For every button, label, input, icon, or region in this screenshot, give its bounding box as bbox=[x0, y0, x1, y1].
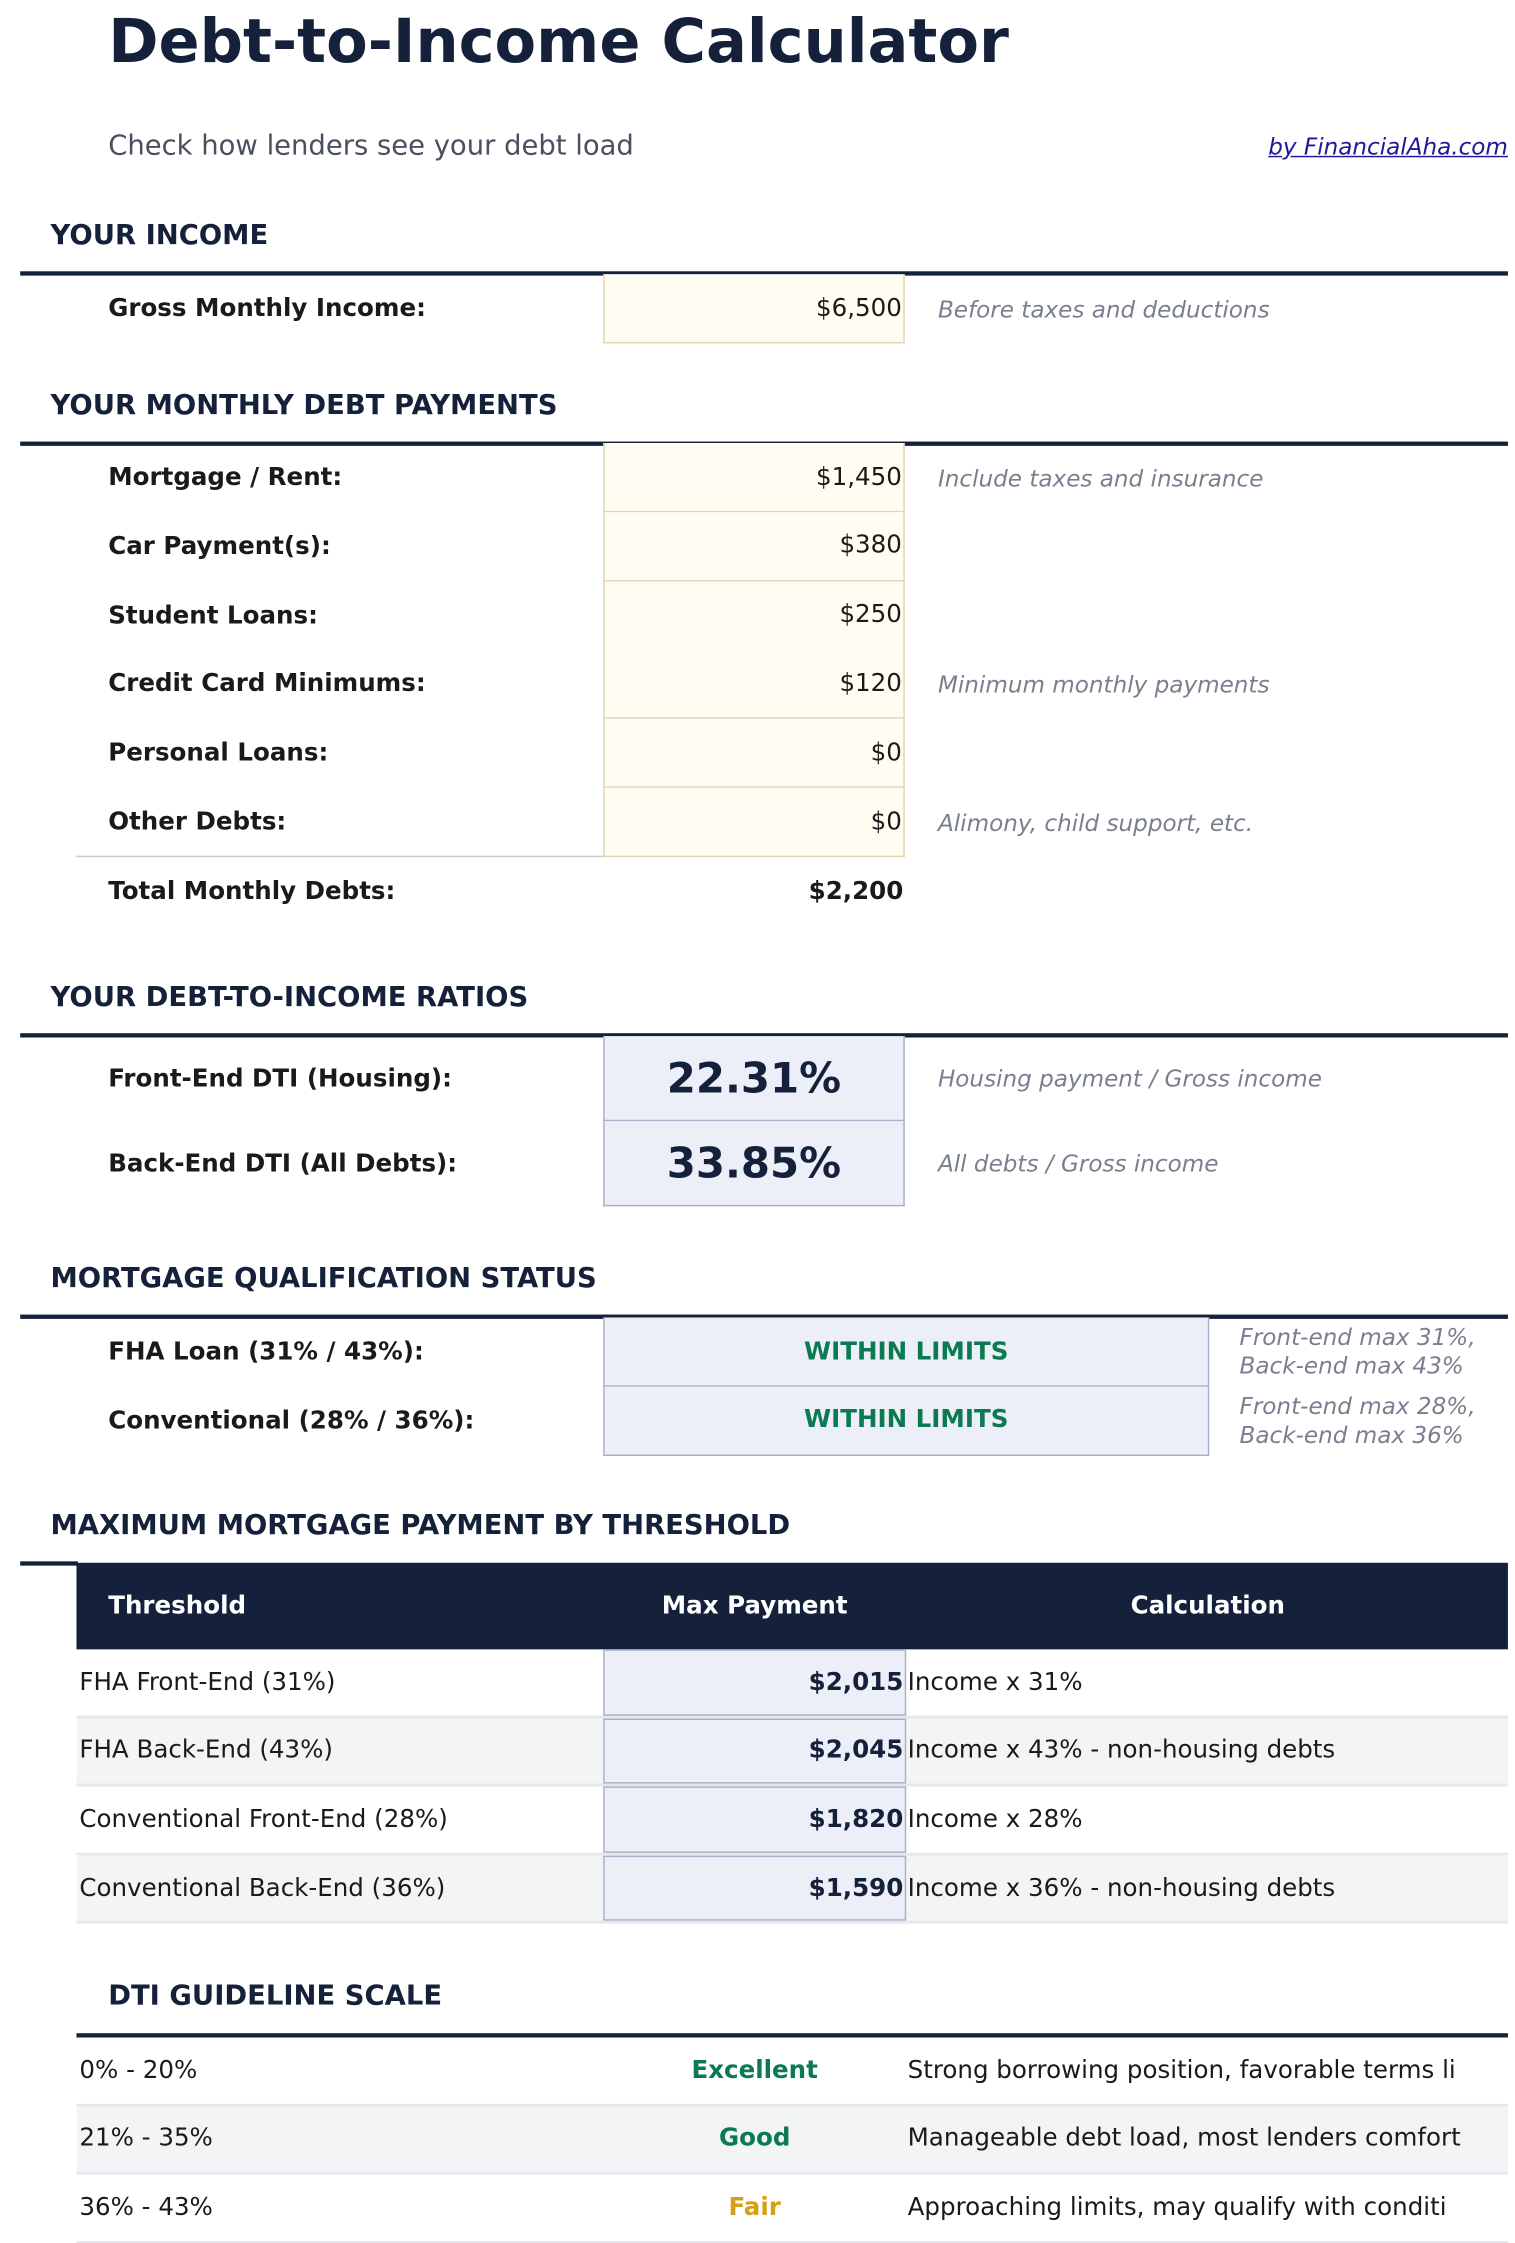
debt-note: Alimony, child support, etc. bbox=[937, 808, 1254, 837]
rating-cell: Excellent bbox=[691, 2055, 818, 2085]
qualification-row: Conventional (28% / 36%): WITHIN LIMITS Fr… bbox=[0, 1386, 1515, 1456]
rating-cell: Fair bbox=[728, 2192, 781, 2222]
gross-income-row: Gross Monthly Income: $6,500 Before taxe… bbox=[0, 274, 1515, 344]
debt-input[interactable]: $1,450 bbox=[603, 443, 905, 513]
calculation-cell: Income x 28% bbox=[907, 1805, 1083, 1834]
front-end-dti-label: Front-End DTI (Housing): bbox=[108, 1064, 452, 1094]
gross-income-input[interactable]: $6,500 bbox=[603, 274, 905, 344]
section-divider bbox=[20, 1561, 78, 1566]
table-row: FHA Front-End (31%) $2,015 Income x 31% bbox=[76, 1649, 1508, 1718]
gross-income-label: Gross Monthly Income: bbox=[108, 294, 426, 324]
description-cell: Approaching limits, may qualify with con… bbox=[907, 2192, 1447, 2222]
table-row: FHA Back-End (43%) $2,045 Income x 43% - n… bbox=[76, 1718, 1508, 1787]
calculation-cell: Income x 36% - non-housing debts bbox=[907, 1873, 1336, 1903]
section-divider bbox=[20, 1033, 1508, 1038]
back-end-dti-value: 33.85% bbox=[603, 1121, 905, 1207]
total-divider bbox=[76, 855, 604, 858]
max-payment-cell: $1,590 bbox=[603, 1855, 907, 1922]
max-payment-table-header: Threshold Max Payment Calculation bbox=[76, 1562, 1508, 1650]
threshold-cell: Conventional Front-End (28%) bbox=[79, 1805, 448, 1834]
calculation-cell: Income x 43% - non-housing debts bbox=[907, 1736, 1336, 1766]
threshold-cell: Conventional Back-End (36%) bbox=[79, 1873, 446, 1903]
qualification-note: Front-end max 28%, Back-end max 36% bbox=[1240, 1386, 1476, 1455]
qualification-note: Front-end max 31%, Back-end max 43% bbox=[1240, 1317, 1476, 1386]
column-header-max-payment: Max Payment bbox=[661, 1591, 848, 1621]
description-cell: Manageable debt load, most lenders comfo… bbox=[907, 2124, 1461, 2154]
total-debts-row: Total Monthly Debts: $2,200 bbox=[0, 857, 1515, 926]
qualification-note-line1: Front-end max 28%, bbox=[1239, 1391, 1476, 1420]
section-divider bbox=[76, 2033, 1508, 2038]
debt-label: Credit Card Minimums: bbox=[108, 670, 426, 699]
debt-label: Student Loans: bbox=[108, 601, 318, 631]
gross-income-note: Before taxes and deductions bbox=[937, 295, 1270, 323]
qualification-row: FHA Loan (31% / 43%): WITHIN LIMITS Front-… bbox=[0, 1317, 1515, 1387]
debt-row: Personal Loans: $0 bbox=[0, 718, 1515, 789]
front-end-dti-note: Housing payment / Gross income bbox=[937, 1064, 1322, 1093]
debt-input[interactable]: $0 bbox=[603, 787, 905, 858]
qualification-label: FHA Loan (31% / 43%): bbox=[108, 1337, 424, 1367]
max-payment-cell: $2,045 bbox=[603, 1718, 907, 1784]
qualification-label: Conventional (28% / 36%): bbox=[108, 1406, 475, 1436]
range-cell: 21% - 35% bbox=[79, 2124, 213, 2154]
rating-cell: Good bbox=[718, 2124, 791, 2154]
debt-input[interactable]: $380 bbox=[603, 511, 905, 582]
section-title-scale: DTI GUIDELINE SCALE bbox=[108, 1979, 443, 2012]
total-debts-label: Total Monthly Debts: bbox=[108, 877, 396, 907]
page-subtitle: Check how lenders see your debt load bbox=[108, 129, 634, 162]
max-payment-cell: $1,820 bbox=[603, 1786, 907, 1853]
total-debts-value: $2,200 bbox=[808, 877, 904, 907]
debt-row: Student Loans: $250 bbox=[0, 580, 1515, 651]
byline-link[interactable]: by FinancialAha.com bbox=[1268, 132, 1508, 161]
debt-input[interactable]: $0 bbox=[603, 718, 905, 789]
qualification-status: WITHIN LIMITS bbox=[603, 1317, 1210, 1387]
section-divider bbox=[20, 271, 1508, 276]
debt-input[interactable]: $250 bbox=[603, 580, 905, 651]
range-cell: 36% - 43% bbox=[79, 2192, 213, 2222]
debt-label: Personal Loans: bbox=[108, 739, 329, 768]
column-header-threshold: Threshold bbox=[108, 1591, 247, 1621]
front-end-dti-value: 22.31% bbox=[603, 1036, 905, 1122]
debt-row: Other Debts: $0 Alimony, child support, et… bbox=[0, 787, 1515, 858]
section-title-max-payment: MAXIMUM MORTGAGE PAYMENT BY THRESHOLD bbox=[50, 1509, 791, 1542]
threshold-cell: FHA Front-End (31%) bbox=[79, 1667, 336, 1697]
scale-row: 36% - 43% Fair Approaching limits, may qua… bbox=[76, 2175, 1508, 2243]
max-payment-cell: $2,015 bbox=[603, 1649, 907, 1716]
section-title-income: YOUR INCOME bbox=[50, 219, 269, 252]
threshold-cell: FHA Back-End (43%) bbox=[79, 1736, 333, 1766]
back-end-dti-note: All debts / Gross income bbox=[937, 1150, 1219, 1178]
table-row: Conventional Front-End (28%) $1,820 Income… bbox=[76, 1786, 1508, 1856]
debt-label: Car Payment(s): bbox=[108, 532, 331, 562]
page-title: Debt-to-Income Calculator bbox=[108, 5, 1009, 77]
column-header-calculation: Calculation bbox=[1130, 1591, 1285, 1621]
scale-row: 21% - 35% Good Manageable debt load, most … bbox=[76, 2106, 1508, 2175]
calculation-cell: Income x 31% bbox=[907, 1667, 1083, 1697]
scale-row: 0% - 20% Excellent Strong borrowing positi… bbox=[76, 2038, 1508, 2107]
back-end-dti-label: Back-End DTI (All Debts): bbox=[108, 1149, 458, 1179]
section-title-debts: YOUR MONTHLY DEBT PAYMENTS bbox=[50, 389, 558, 422]
debt-label: Mortgage / Rent: bbox=[108, 463, 343, 493]
qualification-note-line2: Back-end max 36% bbox=[1239, 1420, 1464, 1449]
range-cell: 0% - 20% bbox=[79, 2055, 198, 2085]
section-title-ratios: YOUR DEBT-TO-INCOME RATIOS bbox=[50, 981, 529, 1013]
front-end-dti-row: Front-End DTI (Housing): 22.31% Housing … bbox=[0, 1036, 1515, 1122]
debt-note: Minimum monthly payments bbox=[937, 670, 1270, 699]
debt-input[interactable]: $120 bbox=[603, 649, 905, 720]
qualification-note-line2: Back-end max 43% bbox=[1239, 1352, 1464, 1380]
debt-note: Include taxes and insurance bbox=[937, 463, 1264, 492]
qualification-note-line1: Front-end max 31%, bbox=[1239, 1323, 1476, 1351]
debt-label: Other Debts: bbox=[108, 808, 287, 837]
table-row: Conventional Back-End (36%) $1,590 Income … bbox=[76, 1855, 1508, 1924]
back-end-dti-row: Back-End DTI (All Debts): 33.85% All deb… bbox=[0, 1121, 1515, 1207]
section-title-qualification: MORTGAGE QUALIFICATION STATUS bbox=[50, 1262, 597, 1295]
qualification-status: WITHIN LIMITS bbox=[603, 1386, 1210, 1456]
description-cell: Strong borrowing position, favorable ter… bbox=[907, 2055, 1456, 2085]
debt-row: Credit Card Minimums: $120 Minimum monthly… bbox=[0, 649, 1515, 720]
section-divider bbox=[20, 1314, 1508, 1319]
debt-row: Car Payment(s): $380 bbox=[0, 511, 1515, 582]
debt-row: Mortgage / Rent: $1,450 Include taxes and … bbox=[0, 443, 1515, 513]
